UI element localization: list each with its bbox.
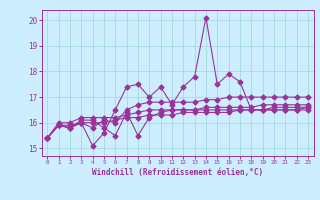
X-axis label: Windchill (Refroidissement éolien,°C): Windchill (Refroidissement éolien,°C) bbox=[92, 168, 263, 177]
